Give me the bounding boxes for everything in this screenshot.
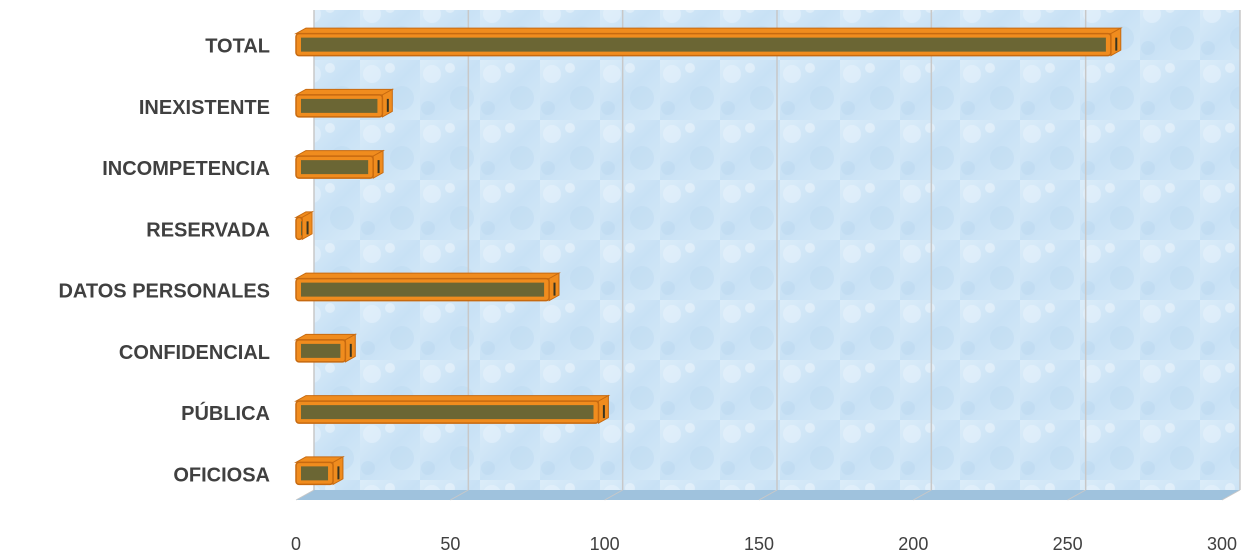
bar-top-face [294, 150, 385, 157]
bar-group [294, 211, 315, 241]
floor-gridline [450, 489, 469, 501]
bar-top-face [294, 88, 395, 96]
bar-front-frame [295, 216, 303, 241]
category-label: TOTAL [205, 36, 270, 58]
floor-gridline [1067, 489, 1086, 501]
category-label: RESERVADA [146, 219, 270, 241]
bar-group [294, 88, 395, 118]
bar-group [294, 27, 1123, 57]
category-label: PÚBLICA [181, 401, 270, 425]
x-tick-label: 300 [1207, 534, 1237, 554]
x-tick-label: 0 [291, 534, 301, 554]
bar [301, 466, 329, 481]
floor-gridline [758, 489, 778, 501]
floor-gridline [1221, 489, 1241, 501]
bar-group [294, 149, 385, 179]
floor-gridline [913, 489, 932, 501]
bar-group [294, 272, 561, 302]
floor-gridline [604, 489, 623, 501]
bar [301, 282, 545, 297]
bar [301, 160, 369, 175]
bar [301, 98, 378, 113]
bar [301, 405, 594, 420]
bar-group [294, 333, 358, 363]
category-label: INCOMPETENCIA [102, 158, 270, 180]
bar-group [294, 456, 345, 486]
category-label: OFICIOSA [173, 464, 270, 486]
bar-group [294, 394, 611, 424]
category-label: INEXISTENTE [139, 97, 270, 119]
bar-top-face [294, 272, 561, 280]
bar-top-face [294, 395, 611, 402]
floor-gridline [295, 489, 315, 501]
bar [301, 221, 302, 236]
x-tick-label: 200 [898, 534, 928, 554]
x-tick-label: 250 [1053, 534, 1083, 554]
category-label: CONFIDENCIAL [119, 342, 270, 364]
bar-top-face [294, 27, 1123, 35]
x-tick-label: 50 [440, 534, 460, 554]
bar [301, 37, 1106, 52]
category-label: DATOS PERSONALES [58, 281, 270, 303]
bar [301, 343, 341, 358]
x-tick-label: 150 [744, 534, 774, 554]
x-tick-label: 100 [590, 534, 620, 554]
